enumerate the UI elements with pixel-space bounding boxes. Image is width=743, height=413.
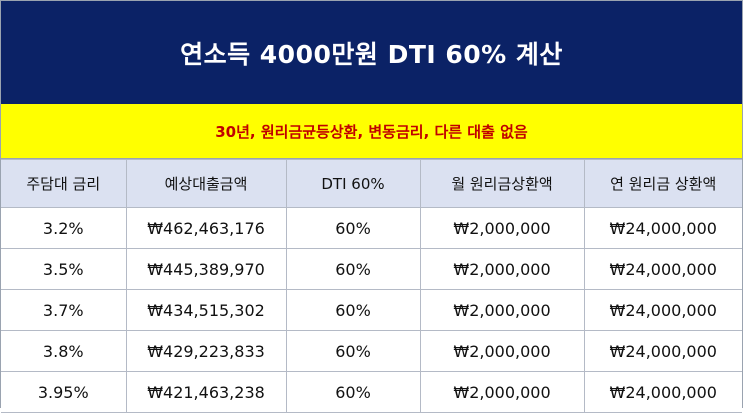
cell-dti: 60% (285, 371, 421, 413)
cell-annual-payment: ₩24,000,000 (583, 330, 742, 372)
table-header-row: 주담대 금리 예상대출금액 DTI 60% 월 원리금상환액 연 원리금 상환액 (1, 159, 742, 208)
cell-annual-payment: ₩24,000,000 (583, 248, 742, 290)
cell-monthly-payment: ₩2,000,000 (419, 289, 585, 331)
cell-expected-loan: ₩434,515,302 (125, 289, 287, 331)
cell-expected-loan: ₩429,223,833 (125, 330, 287, 372)
cell-interest-rate: 3.95% (1, 371, 127, 413)
cell-interest-rate: 3.5% (1, 248, 127, 290)
cell-monthly-payment: ₩2,000,000 (419, 371, 585, 413)
cell-expected-loan: ₩462,463,176 (125, 207, 287, 249)
header-monthly-payment: 월 원리금상환액 (419, 159, 585, 208)
table-row: 3.5% ₩445,389,970 60% ₩2,000,000 ₩24,000… (1, 248, 742, 290)
cell-interest-rate: 3.8% (1, 330, 127, 372)
header-dti: DTI 60% (285, 159, 421, 208)
table-row: 3.2% ₩462,463,176 60% ₩2,000,000 ₩24,000… (1, 207, 742, 249)
header-expected-loan: 예상대출금액 (125, 159, 287, 208)
cell-expected-loan: ₩445,389,970 (125, 248, 287, 290)
table-row: 3.8% ₩429,223,833 60% ₩2,000,000 ₩24,000… (1, 330, 742, 372)
table-row: 3.95% ₩421,463,238 60% ₩2,000,000 ₩24,00… (1, 371, 742, 413)
cell-monthly-payment: ₩2,000,000 (419, 207, 585, 249)
page-title: 연소득 4000만원 DTI 60% 계산 (180, 39, 563, 69)
table-row: 3.7% ₩434,515,302 60% ₩2,000,000 ₩24,000… (1, 289, 742, 331)
cell-interest-rate: 3.2% (1, 207, 127, 249)
cell-annual-payment: ₩24,000,000 (583, 371, 742, 413)
cell-dti: 60% (285, 289, 421, 331)
cell-monthly-payment: ₩2,000,000 (419, 248, 585, 290)
cell-monthly-payment: ₩2,000,000 (419, 330, 585, 372)
loan-table: 주담대 금리 예상대출금액 DTI 60% 월 원리금상환액 연 원리금 상환액… (1, 159, 742, 413)
title-banner: 연소득 4000만원 DTI 60% 계산 (1, 1, 742, 104)
cell-annual-payment: ₩24,000,000 (583, 289, 742, 331)
cell-dti: 60% (285, 207, 421, 249)
cell-annual-payment: ₩24,000,000 (583, 207, 742, 249)
header-interest-rate: 주담대 금리 (1, 159, 127, 208)
cell-expected-loan: ₩421,463,238 (125, 371, 287, 413)
cell-interest-rate: 3.7% (1, 289, 127, 331)
cell-dti: 60% (285, 248, 421, 290)
cell-dti: 60% (285, 330, 421, 372)
header-annual-payment: 연 원리금 상환액 (583, 159, 742, 208)
subtitle-banner: 30년, 원리금균등상환, 변동금리, 다른 대출 없음 (1, 104, 742, 159)
conditions-subtitle: 30년, 원리금균등상환, 변동금리, 다른 대출 없음 (215, 122, 528, 141)
